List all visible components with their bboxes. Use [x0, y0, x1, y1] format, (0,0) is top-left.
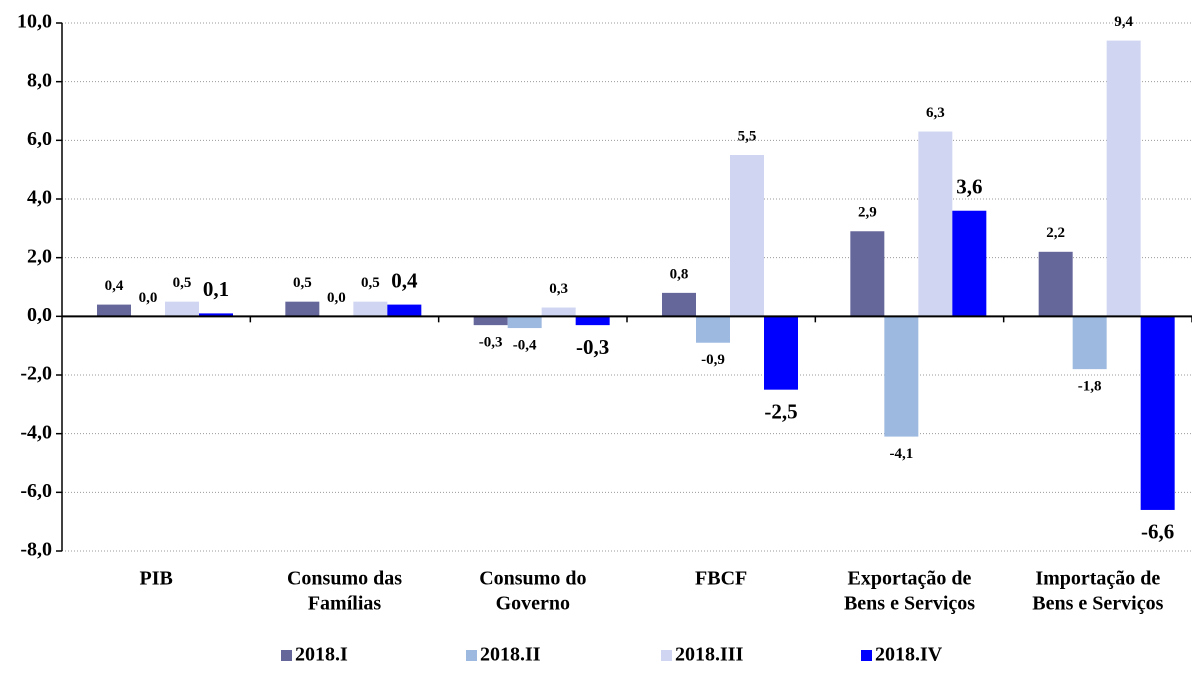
value-label: -0,3	[576, 335, 609, 359]
legend-swatch	[281, 650, 292, 661]
y-tick-label: 0,0	[27, 304, 52, 326]
value-label: 0,5	[361, 275, 380, 291]
y-tick-label: -6,0	[20, 480, 52, 502]
value-label: 6,3	[926, 105, 945, 121]
value-label: -4,1	[889, 446, 913, 462]
x-tick-label: Consumo do	[479, 568, 586, 590]
bar	[918, 131, 953, 317]
bar	[165, 301, 199, 317]
x-tick-label: Importação de	[1035, 568, 1160, 590]
bar	[575, 316, 610, 326]
x-tick-label: Bens e Serviços	[1032, 593, 1163, 615]
x-tick-label: Famílias	[308, 593, 382, 615]
value-label: 9,4	[1114, 14, 1133, 30]
value-label: -2,5	[764, 399, 797, 423]
bar	[850, 231, 885, 317]
x-tick-label: FBCF	[695, 568, 747, 590]
bar	[473, 316, 508, 326]
value-label: 0,0	[139, 290, 158, 306]
bar	[1072, 316, 1107, 370]
bar	[199, 313, 233, 317]
legend-swatch	[861, 650, 872, 661]
y-tick-label: -8,0	[20, 539, 52, 561]
legend-label: 2018.III	[675, 644, 744, 666]
value-label: -6,6	[1141, 520, 1174, 544]
value-label: 0,5	[173, 275, 192, 291]
value-label: 0,3	[549, 281, 568, 297]
value-label: 0,5	[293, 275, 312, 291]
bar	[285, 301, 320, 317]
legend-swatch	[661, 650, 672, 661]
value-label: -0,3	[479, 335, 503, 351]
value-label: 3,6	[956, 175, 982, 199]
y-tick-label: 2,0	[27, 245, 52, 267]
x-tick-label: Bens e Serviços	[844, 593, 975, 615]
value-label: 0,4	[105, 278, 124, 294]
value-label: 0,1	[203, 277, 229, 301]
bar	[952, 210, 987, 317]
bar	[541, 307, 576, 317]
value-label: 0,4	[391, 268, 418, 292]
bar	[1106, 40, 1141, 317]
value-label: -1,8	[1078, 379, 1102, 395]
y-tick-label: -4,0	[20, 421, 52, 443]
bar	[387, 304, 422, 317]
bar	[1140, 316, 1175, 510]
x-tick-label: PIB	[139, 568, 172, 590]
value-label: 2,9	[858, 205, 877, 221]
y-tick-label: 8,0	[27, 69, 52, 91]
bar	[884, 316, 919, 437]
bar	[97, 304, 131, 317]
y-tick-label: 6,0	[27, 128, 52, 150]
legend-label: 2018.II	[480, 644, 541, 666]
x-tick-label: Exportação de	[848, 568, 972, 590]
value-label: 0,8	[670, 266, 689, 282]
value-label: -0,4	[513, 338, 537, 354]
bar	[764, 316, 798, 390]
y-tick-label: 10,0	[17, 11, 52, 33]
x-tick-label: Governo	[496, 593, 570, 615]
value-label: 2,2	[1046, 225, 1065, 241]
bar	[730, 155, 764, 317]
y-tick-label: 4,0	[27, 187, 52, 209]
bar	[1038, 251, 1073, 317]
legend-label: 2018.I	[295, 644, 348, 666]
bar	[353, 301, 388, 317]
bar	[696, 316, 730, 343]
value-label: 5,5	[738, 128, 757, 144]
legend-swatch	[466, 650, 477, 661]
x-tick-label: Consumo das	[287, 568, 402, 590]
bar	[662, 292, 696, 317]
y-tick-label: -2,0	[20, 363, 52, 385]
value-label: 0,0	[327, 290, 346, 306]
value-label: -0,9	[701, 352, 725, 368]
legend-label: 2018.IV	[875, 644, 943, 666]
bar	[507, 316, 542, 329]
